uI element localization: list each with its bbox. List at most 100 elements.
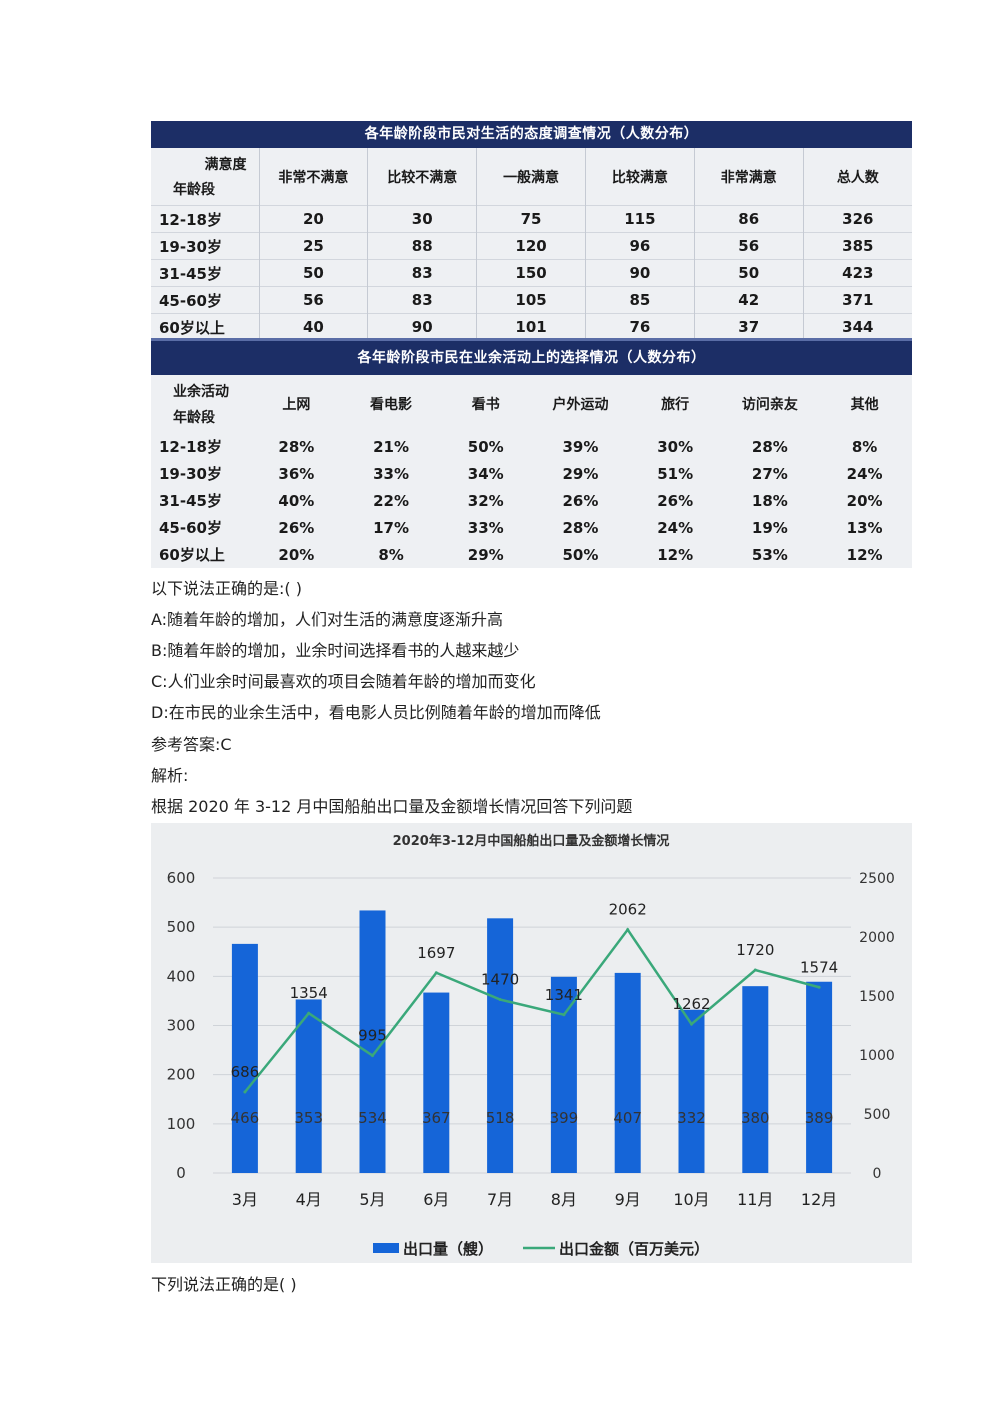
column-header: 上网: [282, 397, 311, 413]
table-cell: 105: [476, 286, 586, 314]
x-tick-label: 8月: [551, 1190, 577, 1209]
table-cell: 90: [367, 313, 478, 340]
table-cell: 42: [694, 286, 804, 314]
table-cell: 83: [367, 286, 478, 314]
table-cell: 24%: [846, 464, 883, 483]
line-point: [434, 971, 438, 975]
table-cell: 12%: [657, 545, 694, 564]
table-cell: 39%: [562, 437, 599, 456]
table-cell: 56: [259, 286, 369, 314]
table-row: 19-30岁 36% 33% 34% 29% 51% 27% 24%: [151, 460, 912, 487]
bar: [231, 943, 258, 1173]
column-header: 总人数: [836, 169, 879, 186]
x-tick-label: 7月: [487, 1190, 513, 1209]
table-cell: 31-45岁: [159, 492, 222, 510]
line-point: [498, 998, 502, 1002]
x-tick-label: 5月: [359, 1190, 385, 1209]
table-cell: 86: [694, 205, 804, 233]
table-cell: 45-60岁: [159, 519, 222, 537]
bar-value-label: 518: [486, 1109, 515, 1127]
table-row: 45-60岁 26% 17% 33% 28% 24% 19% 13%: [151, 514, 912, 541]
corner-top-label: 满意度: [204, 157, 247, 173]
table-cell: 26%: [657, 491, 694, 510]
y-right-tick-label: 2000: [859, 930, 895, 946]
table-cell: 50: [694, 259, 804, 287]
column-header: 看书: [471, 397, 500, 413]
line-value-label: 1262: [672, 995, 710, 1013]
bar: [614, 972, 641, 1173]
table-cell: 13%: [846, 518, 883, 537]
leisure-table-title: 各年龄阶段市民在业余活动上的选择情况（人数分布）: [151, 338, 912, 375]
column-header: 比较不满意: [367, 148, 478, 206]
table-cell: 88: [367, 232, 478, 260]
table-cell: 8%: [851, 437, 878, 456]
y-right-tick-label: 1500: [859, 989, 895, 1005]
table-cell: 76: [585, 313, 695, 340]
table-cell: 120: [476, 232, 586, 260]
x-tick-label: 10月: [673, 1190, 709, 1209]
y-right-tick-label: 0: [873, 1166, 882, 1182]
column-header: 非常满意: [694, 148, 804, 206]
table-cell: 45-60岁: [151, 286, 260, 314]
table-cell: 115: [585, 205, 695, 233]
table-cell: 20%: [846, 491, 883, 510]
table-row: 19-30岁 25 88 120 96 56 385: [151, 232, 912, 260]
corner-bottom-label: 年龄段: [173, 410, 215, 426]
table-row: 31-45岁 50 83 150 90 50 423: [151, 259, 912, 287]
leisure-table-grid: 业余活动 年龄段 上网 看电影 看书 户外运动 旅行 访问亲友 其他 12-18…: [151, 375, 912, 568]
column-header: 看电影: [370, 397, 413, 413]
y-left-tick-label: 100: [167, 1115, 196, 1133]
line-value-label: 995: [358, 1027, 387, 1045]
x-tick-label: 3月: [232, 1190, 258, 1209]
y-left-tick-label: 600: [167, 869, 196, 887]
bar-value-label: 407: [613, 1109, 642, 1127]
table-cell: 37: [694, 313, 804, 340]
table-cell: 17%: [373, 518, 409, 537]
table-cell: 12-18岁: [151, 205, 260, 233]
column-header: 旅行: [661, 397, 690, 413]
table-cell: 60岁以上: [151, 313, 260, 340]
chart-intro: 根据 2020 年 3-12 月中国船舶出口量及金额增长情况回答下列问题: [151, 797, 633, 816]
table-cell: 8%: [378, 545, 404, 564]
table-cell: 423: [842, 264, 874, 282]
legend-bar-swatch: [373, 1243, 399, 1253]
option-c: C:人们业余时间最喜欢的项目会随着年龄的增加而变化: [151, 672, 536, 691]
table-cell: 50%: [562, 545, 599, 564]
y-right-tick-label: 1000: [859, 1048, 895, 1064]
bar-value-label: 367: [422, 1109, 451, 1127]
table-cell: 27%: [751, 464, 788, 483]
table-corner-cell: 满意度 年龄段: [151, 148, 260, 206]
table-cell: 30: [367, 205, 478, 233]
table-cell: 75: [476, 205, 586, 233]
line-value-label: 1341: [545, 986, 583, 1004]
bar-value-label: 534: [358, 1109, 387, 1127]
y-right-tick-label: 500: [864, 1107, 891, 1123]
table-cell: 90: [585, 259, 695, 287]
bar: [678, 1009, 705, 1173]
table-cell: 28%: [278, 437, 315, 456]
column-header: 非常不满意: [259, 148, 369, 206]
table-cell: 83: [367, 259, 478, 287]
line-point: [753, 968, 757, 972]
bar: [487, 918, 514, 1173]
table-cell: 36%: [278, 464, 315, 483]
x-tick-label: 4月: [296, 1190, 322, 1209]
table-cell: 56: [694, 232, 804, 260]
line-value-label: 686: [231, 1063, 260, 1081]
line-value-label: 1697: [417, 944, 455, 962]
y-left-tick-label: 500: [167, 918, 196, 936]
table-cell: 29%: [467, 545, 504, 564]
table-cell: 344: [842, 318, 874, 336]
table-cell: 25: [259, 232, 369, 260]
chart-title: 2020年3-12月中国船舶出口量及金额增长情况: [393, 833, 670, 849]
table-corner-cell: 业余活动 年龄段: [151, 375, 249, 433]
table-cell: 33%: [373, 464, 409, 483]
table-cell: 20: [259, 205, 369, 233]
corner-top-label: 业余活动: [173, 384, 229, 400]
table-cell: 19%: [751, 518, 788, 537]
table-cell: 40: [259, 313, 369, 340]
bar-value-label: 353: [294, 1109, 323, 1127]
y-left-tick-label: 400: [167, 967, 196, 985]
bar: [295, 999, 322, 1173]
x-tick-label: 6月: [423, 1190, 449, 1209]
